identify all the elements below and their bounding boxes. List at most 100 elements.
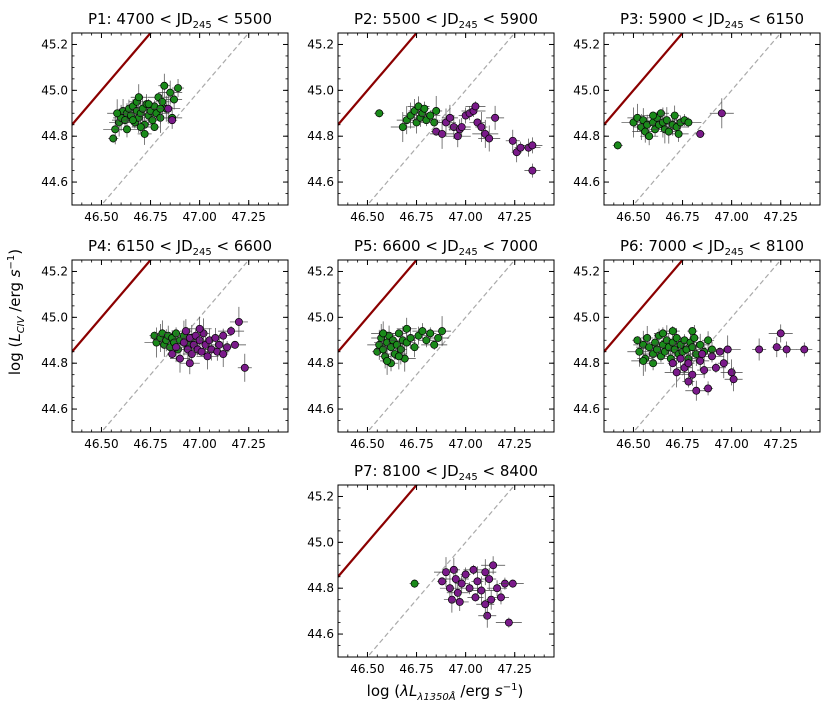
limit-red-line: [604, 260, 684, 353]
purple-point: [491, 113, 500, 122]
green-point: [426, 111, 435, 120]
green-point: [140, 129, 149, 138]
purple-point: [455, 598, 464, 606]
green-point: [670, 111, 679, 120]
x-tick-label: 47.25: [498, 662, 532, 676]
green-point: [410, 343, 419, 352]
panel-title: P7: 8100 < JD245 < 8400: [354, 462, 538, 483]
x-tick-label: 47.25: [232, 437, 266, 451]
green-point: [113, 109, 122, 118]
x-tick-label: 47.00: [714, 437, 748, 451]
purple-point: [176, 354, 184, 363]
purple-point: [471, 102, 480, 111]
purple-point: [164, 104, 173, 113]
purple-point: [465, 584, 474, 593]
x-tick-label: 46.75: [665, 437, 699, 451]
y-tick-label: 44.6: [573, 402, 600, 416]
purple-point: [489, 561, 498, 570]
purple-point: [700, 366, 709, 375]
purple-point: [487, 595, 496, 604]
purple-point: [692, 386, 701, 395]
x-tick-label: 47.00: [182, 210, 216, 224]
panel-P5: 46.50 46.75 47.00 47.25 44.6 44.8 45.0 45.2 P5: …: [307, 237, 555, 451]
green-point: [643, 334, 652, 342]
panel-P6: 46.50 46.75 47.00 47.25 44.6 44.8 45.0 45.2 P6: …: [573, 237, 821, 451]
y-tick-label: 45.2: [573, 264, 600, 278]
plot-area: [338, 33, 543, 205]
limit-red-line: [604, 33, 684, 126]
purple-point: [477, 586, 486, 595]
x-tick-label: 46.50: [350, 662, 384, 676]
purple-point: [481, 600, 490, 609]
purple-point: [504, 618, 513, 627]
green-point: [430, 340, 439, 349]
x-tick-label: 46.50: [350, 437, 384, 451]
purple-point: [723, 345, 732, 354]
panel-title: P5: 6600 < JD245 < 7000: [354, 237, 538, 258]
purple-point: [179, 338, 188, 347]
panel-P7: 46.50 46.75 47.00 47.25 44.6 44.8 45.0 45.2 P7: …: [307, 462, 555, 676]
panel-P1: 46.50 46.75 47.00 47.25 44.6 44.8 45.0 45.2 P1: …: [41, 10, 289, 224]
purple-point: [800, 345, 809, 354]
purple-point: [508, 136, 517, 145]
x-tick-label: 46.50: [84, 437, 118, 451]
green-point: [123, 125, 131, 134]
purple-point: [717, 109, 726, 118]
purple-point: [704, 384, 713, 393]
purple-point: [719, 359, 728, 368]
green-point: [649, 111, 658, 120]
axes-frame: [337, 259, 555, 433]
y-tick-label: 45.2: [41, 37, 68, 51]
green-point: [383, 356, 392, 365]
green-point: [432, 107, 441, 115]
purple-point: [442, 568, 450, 577]
y-tick-label: 44.6: [307, 627, 334, 641]
y-tick-label: 44.6: [41, 402, 68, 416]
x-tick-label: 46.75: [133, 437, 167, 451]
green-point: [402, 324, 411, 333]
green-point: [396, 345, 405, 354]
purple-point: [168, 350, 177, 358]
purple-point: [445, 584, 454, 593]
purple-point: [668, 359, 677, 368]
panel-title: P4: 6150 < JD245 < 6600: [88, 237, 272, 258]
purple-point: [698, 350, 707, 358]
y-tick-label: 45.0: [307, 83, 334, 97]
y-tick-label: 44.8: [41, 129, 68, 143]
purple-point: [461, 570, 470, 579]
y-tick-label: 44.6: [307, 402, 334, 416]
purple-point: [438, 129, 447, 138]
purple-point: [493, 584, 502, 593]
y-tick-label: 45.2: [307, 37, 334, 51]
x-tick-label: 47.00: [182, 437, 216, 451]
plot-area: [604, 260, 813, 432]
green-point: [166, 88, 175, 97]
x-tick-label: 47.25: [764, 210, 798, 224]
purple-point: [676, 354, 685, 363]
green-point: [684, 118, 693, 127]
y-tick-label: 44.6: [41, 175, 68, 189]
y-tick-label: 45.2: [41, 264, 68, 278]
green-point: [434, 334, 443, 342]
green-point: [375, 109, 384, 118]
green-point: [649, 359, 658, 368]
green-point: [128, 116, 137, 125]
purple-point: [447, 595, 456, 604]
green-point: [426, 329, 435, 338]
y-tick-label: 44.8: [307, 356, 334, 370]
x-tick-label: 46.75: [399, 210, 433, 224]
purple-point: [219, 331, 228, 340]
panel-P2: 46.50 46.75 47.00 47.25 44.6 44.8 45.0 45.2 P2: …: [307, 10, 555, 224]
purple-point: [485, 134, 494, 143]
y-tick-label: 45.0: [41, 310, 68, 324]
axes-frame: [71, 32, 289, 206]
purple-point: [453, 132, 462, 141]
y-tick-label: 45.0: [307, 310, 334, 324]
y-tick-label: 45.0: [573, 310, 600, 324]
y-tick-label: 44.8: [307, 129, 334, 143]
limit-red-line: [72, 33, 152, 126]
x-tick-label: 46.50: [616, 210, 650, 224]
purple-point: [516, 143, 525, 152]
green-point: [398, 123, 407, 131]
purple-point: [696, 356, 705, 365]
